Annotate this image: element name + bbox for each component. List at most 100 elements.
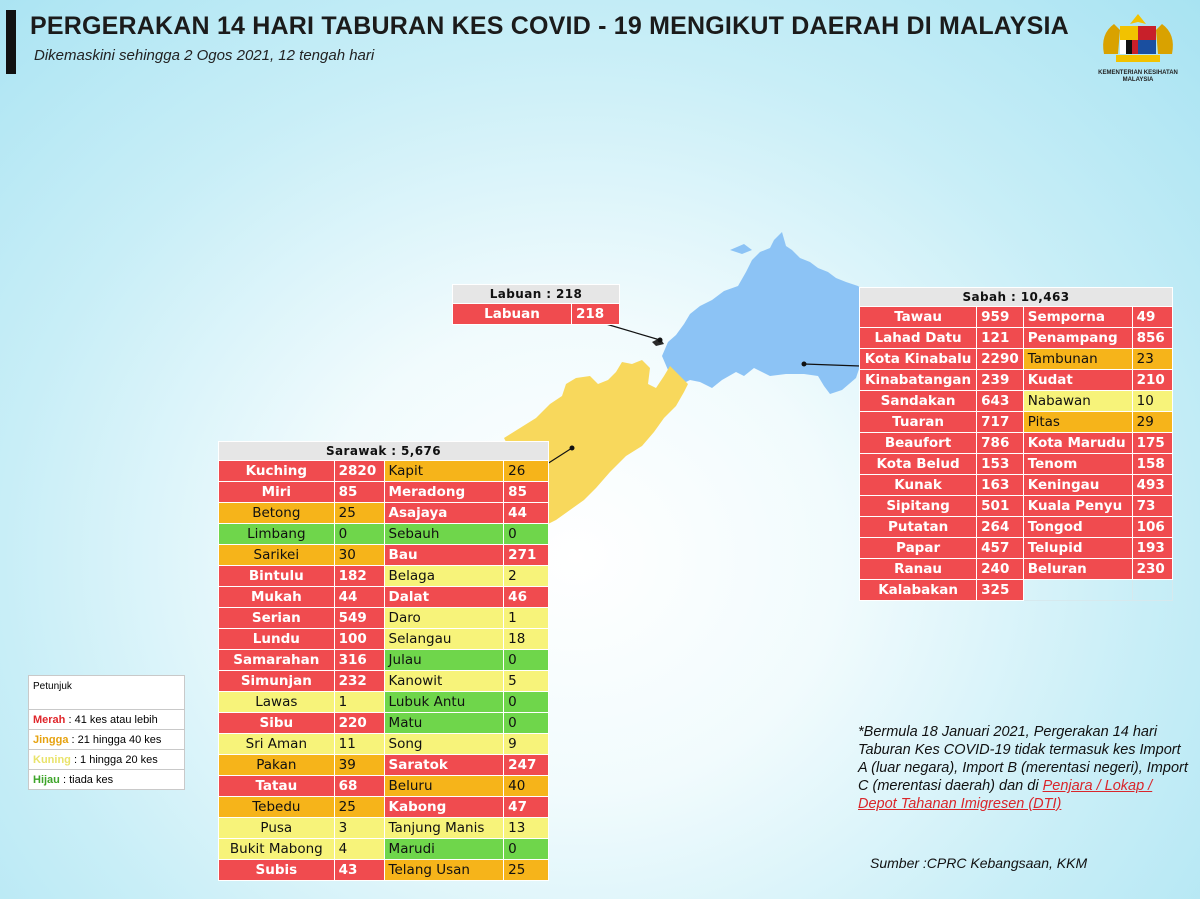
district-name: Kuching [218,460,335,482]
case-count: 959 [976,306,1024,328]
case-count: 18 [503,628,549,650]
district-name: Bau [383,544,505,566]
case-count: 23 [1131,348,1174,370]
district-name: Beluran [1022,558,1133,580]
case-count: 247 [503,754,549,776]
table-row: Kunak 163 Keningau 493 [858,474,1174,496]
case-count: 230 [1131,558,1174,580]
case-count: 2820 [333,460,385,482]
table-row: Kota Kinabalu 2290 Tambunan 23 [858,348,1174,370]
case-count: 218 [571,303,620,325]
case-count: 158 [1131,453,1174,475]
district-name: Sipitang [858,495,978,517]
district-name: Sandakan [858,390,978,412]
district-name: Sebauh [383,523,505,545]
case-count: 1 [333,691,385,713]
table-row: Kota Belud 153 Tenom 158 [858,453,1174,475]
district-name: Beaufort [858,432,978,454]
case-count: 47 [503,796,549,818]
legend: Petunjuk Merah : 41 kes atau lebih Jingg… [28,675,185,790]
district-name: Belaga [383,565,505,587]
legend-item-yellow: Kuning : 1 hingga 20 kes [28,749,185,770]
district-name: Semporna [1022,306,1133,328]
table-row: Limbang 0 Sebauh 0 [218,523,549,545]
district-name: Sarikei [218,544,335,566]
district-name: Tuaran [858,411,978,433]
district-name: Samarahan [218,649,335,671]
district-name: Subis [218,859,335,881]
footnote-link[interactable]: Penjara / Lokap / Depot Tahanan Imigrese… [858,778,1153,812]
footnote-text: *Bermula 18 Januari 2021, Pergerakan 14 … [858,724,1188,794]
sarawak-marker [569,445,575,451]
table-row: Bukit Mabong 4 Marudi 0 [218,838,549,860]
table-row: Mukah 44 Dalat 46 [218,586,549,608]
district-name: Selangau [383,628,505,650]
title-accent-bar [6,10,16,74]
district-name: Limbang [218,523,335,545]
case-count: 175 [1131,432,1174,454]
ministry-crest: KEMENTERIAN KESIHATAN MALAYSIA [1088,8,1188,88]
case-count: 26 [503,460,549,482]
district-name: Ranau [858,558,978,580]
case-count: 25 [333,796,385,818]
district-name: Bintulu [218,565,335,587]
case-count: 0 [503,649,549,671]
table-row: Putatan 264 Tongod 106 [858,516,1174,538]
case-count: 43 [333,859,385,881]
case-count: 193 [1131,537,1174,559]
district-name: Kuala Penyu [1022,495,1133,517]
district-name: Simunjan [218,670,335,692]
district-name: Song [383,733,505,755]
district-name: Meradong [383,481,505,503]
empty-cell [1131,579,1174,601]
table-row: Tebedu 25 Kabong 47 [218,796,549,818]
case-count: 210 [1131,369,1174,391]
district-name: Pakan [218,754,335,776]
coat-of-arms-icon [1103,14,1173,62]
case-count: 271 [503,544,549,566]
case-count: 49 [1131,306,1174,328]
sabah-connector [803,363,861,367]
district-name: Kota Belud [858,453,978,475]
district-name: Tambunan [1022,348,1133,370]
table-row: Miri 85 Meradong 85 [218,481,549,503]
district-name: Sri Aman [218,733,335,755]
table-row: Kuching 2820 Kapit 26 [218,460,549,482]
labuan-heading: Labuan : 218 [452,284,620,304]
case-count: 44 [503,502,549,524]
case-count: 2 [503,565,549,587]
case-count: 3 [333,817,385,839]
table-row: Pusa 3 Tanjung Manis 13 [218,817,549,839]
case-count: 100 [333,628,385,650]
case-count: 0 [333,523,385,545]
table-row: Samarahan 316 Julau 0 [218,649,549,671]
empty-cell [1022,579,1133,601]
district-name: Putatan [858,516,978,538]
district-name: Miri [218,481,335,503]
case-count: 232 [333,670,385,692]
table-row: Kinabatangan 239 Kudat 210 [858,369,1174,391]
case-count: 44 [333,586,385,608]
sabah-table: Sabah : 10,463 Tawau 959 Semporna 49 Lahad Da… [858,287,1174,601]
sarawak-region [504,360,688,524]
case-count: 10 [1131,390,1174,412]
case-count: 46 [503,586,549,608]
case-count: 106 [1131,516,1174,538]
district-name: Tatau [218,775,335,797]
district-name: Keningau [1022,474,1133,496]
sarawak-table: Sarawak : 5,676 Kuching 2820 Kapit 26 Miri 85 M… [218,441,549,881]
case-count: 182 [333,565,385,587]
case-count: 1 [503,607,549,629]
case-count: 39 [333,754,385,776]
case-count: 239 [976,369,1024,391]
district-name: Papar [858,537,978,559]
district-name: Kota Marudu [1022,432,1133,454]
case-count: 0 [503,712,549,734]
district-name: Betong [218,502,335,524]
sabah-marker [801,361,807,367]
district-name: Bukit Mabong [218,838,335,860]
footnote: *Bermula 18 Januari 2021, Pergerakan 14 … [858,723,1188,813]
table-row: Lahad Datu 121 Penampang 856 [858,327,1174,349]
district-name: Kunak [858,474,978,496]
case-count: 457 [976,537,1024,559]
